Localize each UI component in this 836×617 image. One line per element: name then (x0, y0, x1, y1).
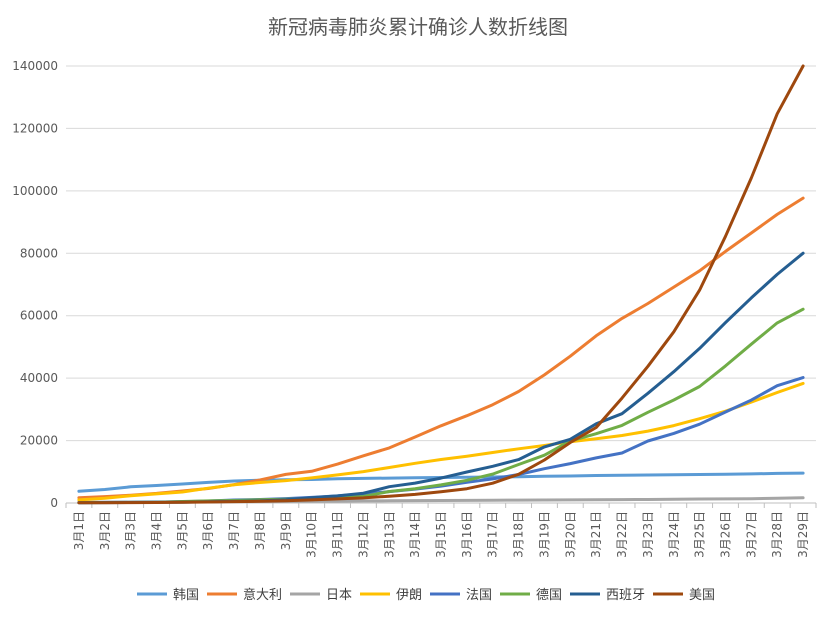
x-tick-label: 3月27日 (744, 511, 758, 558)
series-line (77, 381, 805, 502)
y-tick-label: 0 (50, 496, 58, 510)
legend-label: 日本 (326, 588, 352, 603)
x-tick-label: 3月13日 (382, 511, 396, 558)
legend-label: 美国 (689, 588, 715, 603)
legend-label: 意大利 (243, 587, 282, 603)
legend-item: 德国 (500, 588, 562, 603)
legend: 韩国 意大利 日本 伊朗 法国 德国 西班牙 美国 (137, 587, 715, 603)
x-tick-label: 3月5日 (175, 511, 189, 550)
x-tick-label: 3月1日 (72, 511, 86, 550)
y-tick-label: 40000 (20, 371, 58, 385)
legend-item: 法国 (430, 588, 492, 603)
x-tick-label: 3月24日 (667, 511, 681, 558)
series-lines (77, 64, 805, 505)
legend-label: 韩国 (173, 588, 199, 603)
x-tick-label: 3月21日 (589, 511, 603, 558)
legend-label: 西班牙 (606, 588, 645, 603)
legend-item: 意大利 (207, 587, 282, 603)
x-tick-label: 3月15日 (434, 511, 448, 558)
x-tick-label: 3月19日 (537, 511, 551, 558)
legend-item: 西班牙 (570, 588, 645, 603)
legend-item: 日本 (290, 588, 352, 603)
x-tick-label: 3月2日 (98, 511, 112, 550)
x-tick-label: 3月11日 (331, 511, 345, 558)
x-tick-label: 3月4日 (150, 511, 164, 550)
x-tick-label: 3月26日 (718, 511, 732, 558)
legend-label: 德国 (536, 588, 562, 603)
legend-label: 法国 (466, 588, 492, 603)
series-line (77, 196, 805, 500)
y-tick-label: 20000 (20, 434, 58, 448)
legend-item: 美国 (653, 588, 715, 603)
x-tick-label: 3月14日 (408, 511, 422, 558)
x-tick-label: 3月3日 (124, 511, 138, 550)
legend-item: 韩国 (137, 588, 199, 603)
x-tick-label: 3月17日 (486, 511, 500, 558)
x-tick-label: 3月6日 (201, 511, 215, 550)
x-tick-label: 3月22日 (615, 511, 629, 558)
x-axis-tick-labels: 3月1日 3月2日 3月3日 3月4日 3月5日 3月6日 3月7日 3月8日 3月9日 3月10… (72, 511, 810, 558)
x-tick-label: 3月12日 (356, 511, 370, 558)
y-tick-label: 120000 (12, 121, 58, 135)
x-tick-label: 3月7日 (227, 511, 241, 550)
legend-item: 伊朗 (360, 588, 422, 603)
gridlines (65, 65, 817, 508)
y-tick-label: 140000 (12, 59, 58, 73)
y-axis-tick-labels: 0 20000 40000 60000 80000 100000 120000 140000 (12, 59, 58, 510)
x-tick-label: 3月23日 (641, 511, 655, 558)
x-tick-label: 3月29日 (796, 511, 810, 558)
x-tick-label: 3月9日 (279, 511, 293, 550)
x-tick-label: 3月8日 (253, 511, 267, 550)
chart-title: 新冠病毒肺炎累计确诊人数折线图 (268, 15, 568, 39)
series-line (77, 471, 805, 493)
x-tick-label: 3月25日 (693, 511, 707, 558)
x-tick-label: 3月20日 (563, 511, 577, 558)
x-tick-label: 3月16日 (460, 511, 474, 558)
y-tick-label: 60000 (20, 309, 58, 323)
x-tick-label: 3月10日 (305, 511, 319, 558)
y-tick-label: 100000 (12, 184, 58, 198)
x-tick-label: 3月28日 (770, 511, 784, 558)
x-tick-label: 3月18日 (512, 511, 526, 558)
y-tick-label: 80000 (20, 246, 58, 260)
legend-label: 伊朗 (396, 588, 422, 603)
series-line (77, 64, 805, 505)
